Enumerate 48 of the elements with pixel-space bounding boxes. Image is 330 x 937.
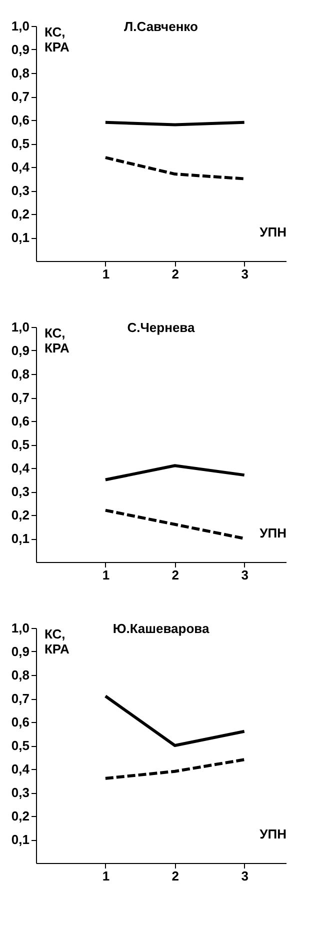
y-tick-label: 0,3 <box>11 183 30 198</box>
y-tick-label: 1,0 <box>11 620 30 636</box>
y-tick-label: 0,6 <box>11 714 30 730</box>
y-tick-label: 0,7 <box>11 691 30 706</box>
x-tick-label: 3 <box>241 868 248 884</box>
x-axis-title: УПН <box>260 224 286 240</box>
y-tick-label: 0,2 <box>11 808 30 824</box>
y-tick-label: 0,9 <box>11 343 30 358</box>
y-tick-label: 0,4 <box>11 762 30 776</box>
y-tick-label: 0,1 <box>11 531 30 546</box>
chart-title: С.Чернева <box>127 320 196 335</box>
y-tick-label: 0,3 <box>11 785 30 800</box>
chart-title: Ю.Кашеварова <box>112 621 210 636</box>
y-tick-label: 0,2 <box>11 508 30 522</box>
chart-title: Л.Савченко <box>124 19 198 34</box>
y-tick-label: 0,6 <box>11 414 30 428</box>
y-tick-label: 0,5 <box>11 738 30 753</box>
y-tick-label: 0,2 <box>11 206 30 222</box>
x-tick-label: 2 <box>172 868 180 884</box>
y-tick-label: 0,8 <box>11 366 30 382</box>
x-tick-label: 2 <box>172 266 180 282</box>
y-tick-label: 1,0 <box>11 320 30 334</box>
y-tick-label: 0,5 <box>11 437 30 452</box>
x-axis-title: УПН <box>260 526 286 540</box>
x-tick-label: 1 <box>102 568 110 582</box>
y-tick-label: 0,8 <box>11 66 30 80</box>
x-tick-label: 2 <box>172 568 180 582</box>
y-tick-label: 0,9 <box>11 42 30 57</box>
y-tick-label: 0,4 <box>11 460 30 476</box>
x-axis-title: УПН <box>260 826 286 842</box>
y-tick-label: 0,1 <box>11 832 30 847</box>
y-tick-label: 0,1 <box>11 230 30 245</box>
y-tick-label: 0,4 <box>11 160 30 174</box>
y-tick-label: 0,5 <box>11 136 30 151</box>
y-tick-label: 1,0 <box>11 18 30 34</box>
y-tick-label: 0,8 <box>11 668 30 682</box>
y-tick-label: 0,9 <box>11 644 30 659</box>
x-tick-label: 3 <box>241 266 248 282</box>
y-axis-title: КС, КРА <box>44 24 70 54</box>
y-tick-label: 0,7 <box>11 390 30 405</box>
x-tick-label: 3 <box>241 568 248 582</box>
y-axis-title: КС, КРА <box>44 626 70 656</box>
x-tick-label: 1 <box>102 868 110 884</box>
y-tick-label: 0,6 <box>11 112 30 128</box>
y-tick-label: 0,3 <box>11 484 30 499</box>
y-tick-label: 0,7 <box>11 89 30 104</box>
y-axis-title: КС, КРА <box>44 326 70 356</box>
x-tick-label: 1 <box>102 266 110 282</box>
